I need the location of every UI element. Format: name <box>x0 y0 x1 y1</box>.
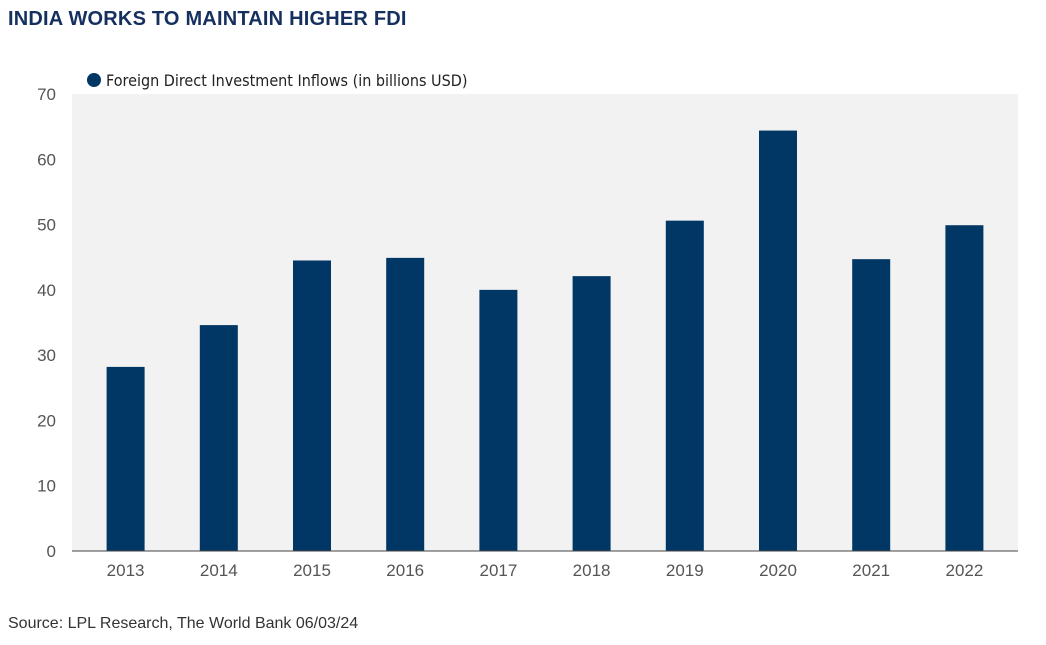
x-tick-label: 2013 <box>107 561 145 580</box>
bar-2014 <box>199 325 238 551</box>
y-tick-label: 30 <box>37 346 56 365</box>
x-tick-label: 2021 <box>852 561 890 580</box>
legend-label: Foreign Direct Investment Inflows (in bi… <box>106 71 467 90</box>
bar-2021 <box>852 259 891 551</box>
x-axis: 2013 2014 2015 2016 2017 2018 2019 2020 2021 2022 <box>107 561 984 580</box>
bar-2017 <box>479 289 518 551</box>
bar-chart: 0 10 20 30 40 50 60 70 2013 2014 2015 2016 2017 2018… <box>37 71 1018 580</box>
y-tick-label: 40 <box>37 281 56 300</box>
bar-2019 <box>665 220 704 551</box>
bar-2016 <box>386 257 425 551</box>
bar-2018 <box>572 276 611 551</box>
legend-marker <box>87 73 101 87</box>
y-axis: 0 10 20 30 40 50 60 70 <box>37 85 56 561</box>
y-tick-label: 70 <box>37 85 56 104</box>
x-tick-label: 2014 <box>200 561 238 580</box>
y-tick-label: 60 <box>37 150 56 169</box>
y-tick-label: 0 <box>47 542 56 561</box>
legend: Foreign Direct Investment Inflows (in bi… <box>87 71 467 90</box>
bar-2022 <box>945 225 984 551</box>
x-tick-label: 2018 <box>573 561 611 580</box>
y-tick-label: 20 <box>37 411 56 430</box>
chart-title: INDIA WORKS TO MAINTAIN HIGHER FDI <box>8 8 407 30</box>
x-tick-label: 2015 <box>293 561 331 580</box>
bar-2020 <box>759 130 797 551</box>
bar-2015 <box>293 260 331 551</box>
x-tick-label: 2019 <box>666 561 704 580</box>
source-note: Source: LPL Research, The World Bank 06/… <box>8 615 359 632</box>
x-tick-label: 2016 <box>386 561 424 580</box>
x-tick-label: 2022 <box>945 561 983 580</box>
bar-series <box>106 130 984 551</box>
bar-2013 <box>106 366 145 551</box>
x-tick-label: 2020 <box>759 561 797 580</box>
y-tick-label: 10 <box>37 477 56 496</box>
x-tick-label: 2017 <box>479 561 517 580</box>
y-tick-label: 50 <box>37 216 56 235</box>
